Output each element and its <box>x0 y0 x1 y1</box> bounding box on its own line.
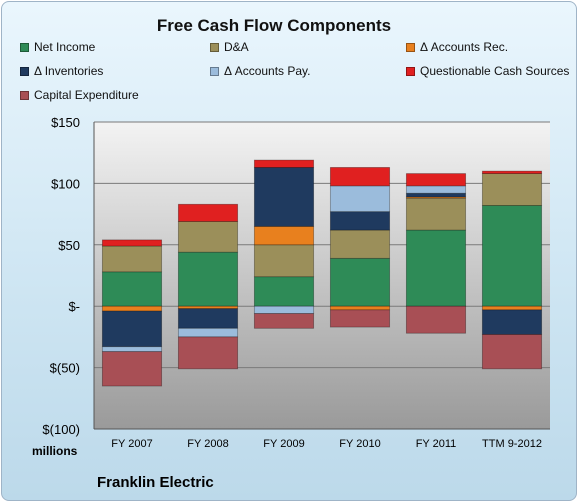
chart-title: Free Cash Flow Components <box>156 16 392 35</box>
legend-label: Δ Accounts Rec. <box>420 40 509 54</box>
legend-item-net-income: Net Income <box>20 40 95 54</box>
legend-swatch <box>406 66 415 76</box>
bar-segment-net-income <box>101 271 163 307</box>
bar-segment-capital-expenditure <box>405 305 467 334</box>
bar-segment-inventories <box>329 211 391 231</box>
legend-item-inventories: Δ Inventories <box>20 64 103 78</box>
x-tick-label: FY 2008 <box>187 438 228 450</box>
bar-segment-net-income <box>177 251 239 307</box>
legend-swatch <box>20 42 29 52</box>
y-tick-label: $- <box>68 299 80 314</box>
x-tick-label: TTM 9-2012 <box>482 438 542 450</box>
legend-item-accounts-rec: Δ Accounts Rec. <box>406 40 508 54</box>
x-tick-label: FY 2010 <box>339 438 380 450</box>
bar-segment-capital-expenditure <box>253 313 315 329</box>
bar-segment-d-a <box>329 229 391 259</box>
legend-item-d-a: D&A <box>210 40 249 54</box>
y-tick-label: $50 <box>58 238 80 253</box>
legend-swatch <box>20 66 29 76</box>
legend-label: Δ Inventories <box>34 64 104 78</box>
chart-legend: Net Income D&A Δ Accounts Rec. Δ Inventorie… <box>20 40 570 110</box>
legend-swatch <box>210 66 219 76</box>
y-tick-label: $(100) <box>42 422 80 437</box>
units-label: millions <box>32 444 78 458</box>
x-tick-label: FY 2009 <box>263 438 304 450</box>
x-tick-label: FY 2007 <box>111 438 152 450</box>
bar-segment-questionable-cash-sources <box>253 159 315 168</box>
bar-segment-capital-expenditure <box>101 351 163 387</box>
y-tick-label: $150 <box>51 115 80 130</box>
y-tick-label: $100 <box>51 176 80 191</box>
bar-segment-net-income <box>481 205 543 307</box>
bar-segment-inventories <box>101 310 163 348</box>
legend-swatch <box>210 42 219 52</box>
bar-segment-inventories <box>481 309 543 335</box>
bar-segment-questionable-cash-sources <box>329 167 391 187</box>
legend-swatch <box>20 90 29 100</box>
bar-segment-accounts-rec <box>253 225 315 246</box>
bar-segment-accounts-pay <box>177 327 239 338</box>
bar-segment-accounts-pay <box>405 185 467 194</box>
bar-segment-accounts-rec <box>329 305 391 311</box>
legend-item-capital-expenditure: Capital Expenditure <box>20 88 139 102</box>
bar-segment-net-income <box>253 276 315 307</box>
legend-label: Net Income <box>34 40 96 54</box>
legend-item-accounts-pay: Δ Accounts Pay. <box>210 64 311 78</box>
bar-segment-accounts-pay <box>253 305 315 314</box>
bar-segment-questionable-cash-sources <box>101 239 163 247</box>
bar-segment-net-income <box>405 229 467 307</box>
bar-segment-accounts-pay <box>329 185 391 213</box>
legend-item-questionable-cash-sources: Questionable Cash Sources <box>406 64 569 78</box>
bar-segment-capital-expenditure <box>329 309 391 328</box>
bar-segment-d-a <box>405 197 467 231</box>
legend-label: Δ Accounts Pay. <box>224 64 311 78</box>
bar-segment-inventories <box>405 192 467 198</box>
x-tick-label: FY 2011 <box>416 438 457 450</box>
bar-segment-net-income <box>329 257 391 307</box>
bar-segment-accounts-rec <box>481 305 543 311</box>
bar-segment-d-a <box>101 245 163 273</box>
legend-label: D&A <box>224 40 249 54</box>
bar-segment-questionable-cash-sources <box>405 173 467 187</box>
bar-segment-inventories <box>253 167 315 227</box>
bar-segment-d-a <box>253 244 315 278</box>
legend-label: Capital Expenditure <box>34 88 139 102</box>
bar-segment-d-a <box>481 173 543 206</box>
bar-segment-capital-expenditure <box>481 334 543 370</box>
bar-segment-d-a <box>177 221 239 253</box>
legend-label: Questionable Cash Sources <box>420 64 570 78</box>
bar-segment-accounts-pay <box>101 346 163 353</box>
company-name: Franklin Electric <box>97 474 214 491</box>
bar-segment-questionable-cash-sources <box>177 203 239 222</box>
bar-segment-questionable-cash-sources <box>481 170 543 174</box>
bar-segment-capital-expenditure <box>177 336 239 370</box>
bar-segment-accounts-rec <box>101 305 163 312</box>
y-tick-label: $(50) <box>50 361 80 376</box>
legend-swatch <box>406 42 415 52</box>
plot-area <box>94 122 550 429</box>
bar-segment-inventories <box>177 308 239 329</box>
